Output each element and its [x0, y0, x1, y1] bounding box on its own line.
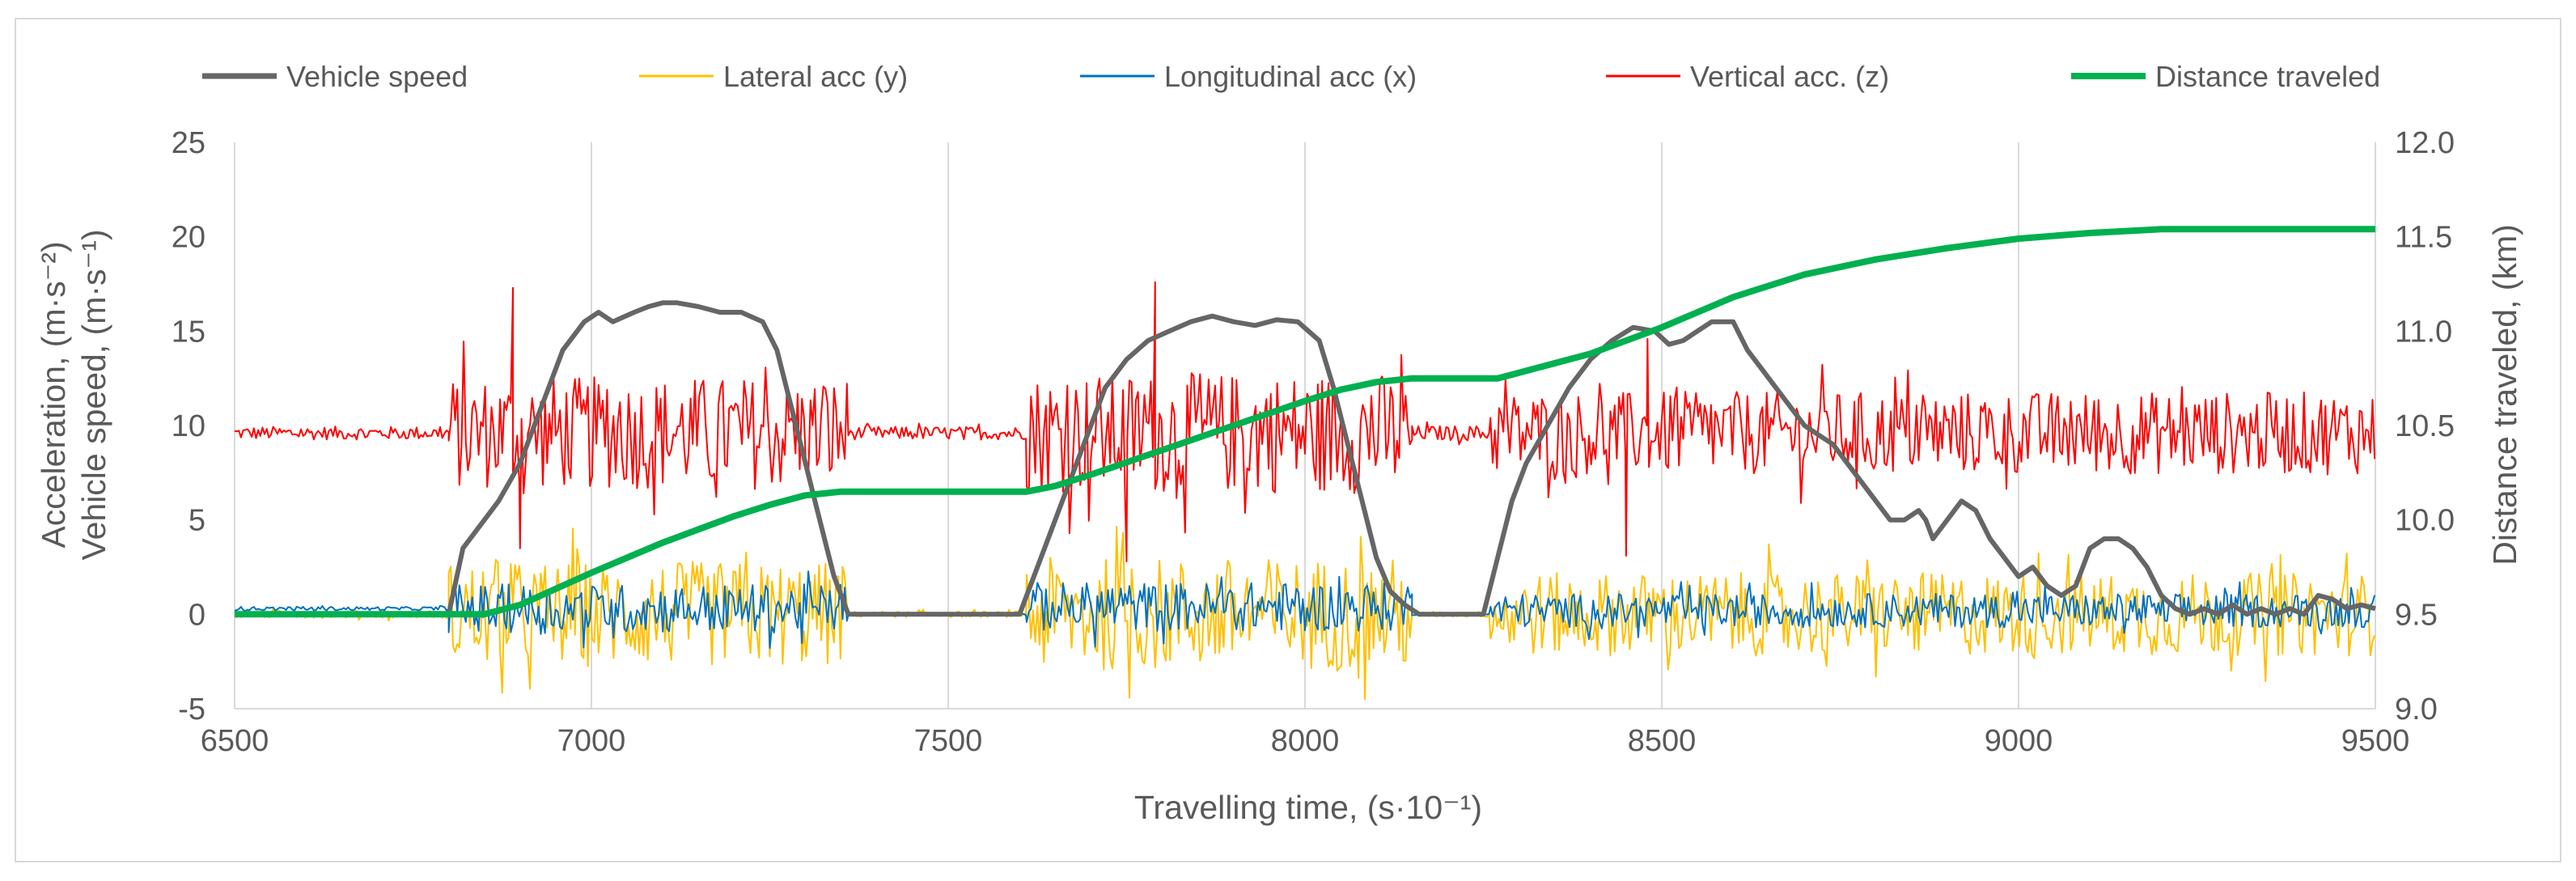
x-tick-label: 7500: [914, 724, 983, 758]
y-tick-label-left: 0: [189, 598, 205, 632]
series-layer: [234, 226, 2376, 701]
series-line-distance-traveled: [235, 226, 2375, 618]
legend-label: Vertical acc. (z): [1690, 60, 1889, 93]
x-tick-label: 8000: [1271, 724, 1340, 758]
legend-label: Distance traveled: [2155, 60, 2380, 93]
y-tick-label-left: 20: [172, 221, 205, 255]
y-tick-label-left: 15: [172, 315, 205, 349]
legend: Vehicle speed Lateral acc (y) Longitudinal…: [202, 60, 2380, 93]
x-tick-label: 7000: [557, 724, 626, 758]
axes: 6500 7000 7500 8000 8500 9000 9500 -5 0 5 10 15 20 25…: [172, 126, 2455, 758]
legend-label: Longitudinal acc (x): [1164, 60, 1417, 93]
series-line-lateral-acc-y: [234, 525, 2376, 701]
y-tick-label-right: 11.5: [2395, 221, 2452, 255]
y-axis-title-left-1: Acceleration, (m·s⁻²): [35, 241, 72, 548]
legend-label: Vehicle speed: [286, 60, 468, 93]
x-tick-label: 6500: [201, 724, 269, 758]
y-axis-title-right: Distance traveled, (km): [2486, 224, 2523, 565]
y-tick-label-right: 12.0: [2395, 126, 2455, 160]
y-tick-label-right: 10.5: [2395, 409, 2455, 443]
series-line-vertical-acc-z: [234, 281, 2376, 562]
y-tick-label-left: -5: [178, 693, 205, 726]
y-axis-title-left-2: Vehicle speed, (m·s⁻¹): [75, 230, 112, 561]
x-tick-label: 9500: [2341, 724, 2410, 758]
y-tick-label-right: 9.0: [2395, 693, 2438, 726]
series-line-longitudinal-acc-x: [234, 570, 2376, 650]
y-tick-label-right: 10.0: [2395, 504, 2455, 538]
legend-label: Lateral acc (y): [723, 60, 908, 93]
y-tick-label-left: 25: [172, 126, 205, 160]
y-tick-label-left: 10: [172, 409, 205, 443]
x-tick-label: 8500: [1628, 724, 1697, 758]
x-axis-title: Travelling time, (s·10⁻¹): [1134, 789, 1482, 826]
x-tick-label: 9000: [1985, 724, 2053, 758]
y-tick-label-left: 5: [189, 504, 205, 538]
y-tick-label-right: 9.5: [2395, 598, 2438, 632]
series-line-vehicle-speed: [235, 300, 2376, 617]
y-tick-label-right: 11.0: [2395, 315, 2452, 349]
